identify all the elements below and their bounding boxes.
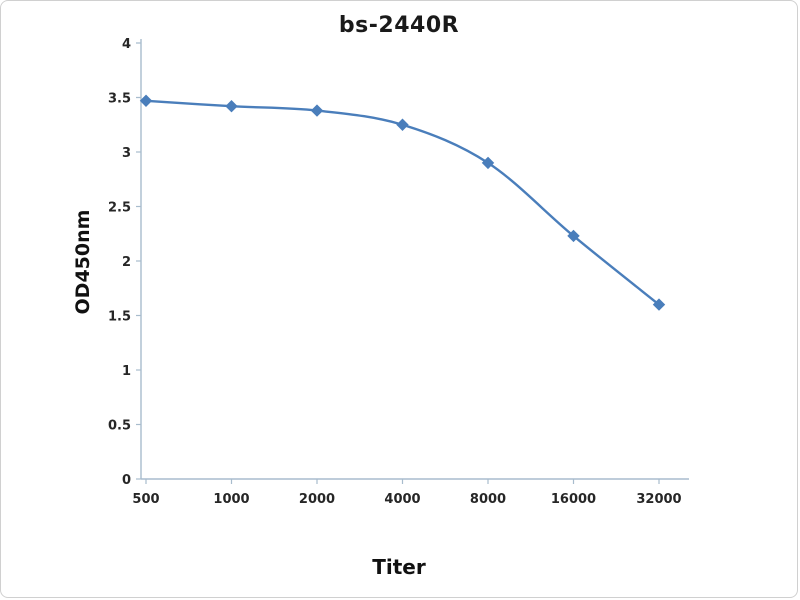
- data-point-marker: [310, 104, 324, 117]
- x-axis-title: Titer: [372, 555, 426, 579]
- data-point-marker: [652, 298, 666, 311]
- x-tick-label: 1000: [213, 492, 249, 507]
- y-tick-label: 0.5: [108, 419, 131, 434]
- x-tick-label: 500: [132, 492, 159, 507]
- y-tick-label: 4: [122, 37, 131, 52]
- series-line: [144, 99, 661, 306]
- y-tick-label: 2.5: [108, 201, 131, 216]
- y-tick-label: 3.5: [108, 92, 131, 107]
- x-tick-label: 16000: [551, 492, 596, 507]
- data-point-marker: [139, 94, 153, 107]
- y-tick-label: 2: [122, 255, 131, 270]
- y-tick-label: 1: [122, 364, 131, 379]
- y-tick-label: 0: [122, 473, 131, 488]
- data-point-marker: [225, 100, 238, 113]
- chart-title: bs-2440R: [338, 13, 460, 38]
- x-tick-label: 2000: [299, 492, 335, 507]
- x-tick-label: 4000: [384, 492, 420, 507]
- y-tick-label: 3: [122, 146, 131, 161]
- data-point-marker: [481, 156, 495, 170]
- x-tick-label: 8000: [470, 492, 506, 507]
- data-point-marker: [567, 229, 580, 243]
- y-tick-label: 1.5: [108, 310, 131, 325]
- data-point-marker: [396, 118, 409, 131]
- x-tick-label: 32000: [636, 492, 681, 507]
